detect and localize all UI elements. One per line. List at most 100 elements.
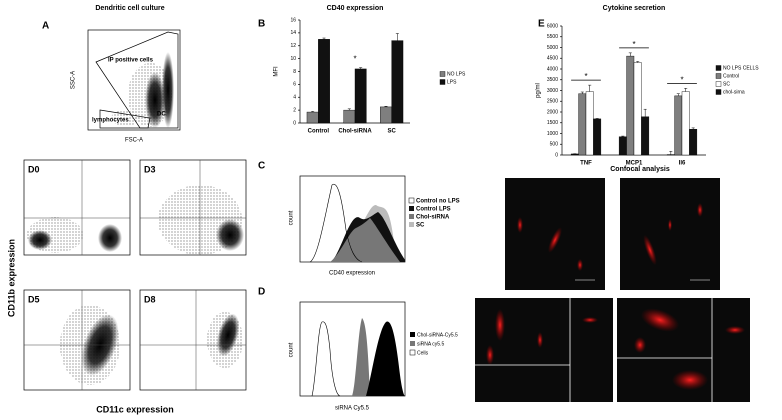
bar [681, 91, 690, 156]
gate-label: lymphocytes [92, 118, 129, 124]
error-bar [621, 135, 625, 137]
signal [697, 203, 703, 217]
legend-swatch [410, 332, 415, 337]
legend-swatch [408, 197, 415, 204]
legend-swatch [409, 222, 414, 227]
gate-label: DC [157, 112, 166, 118]
image [620, 178, 720, 290]
legend-label: Chol-siRNA-Cy5.5 [417, 332, 458, 338]
histogram [309, 183, 363, 263]
error-bar [580, 91, 584, 94]
plot-frame [23, 289, 131, 391]
legend-label: SC [723, 81, 730, 87]
signal [634, 337, 646, 353]
legend-swatch [439, 79, 446, 85]
bar [626, 55, 635, 156]
histogram [311, 321, 341, 397]
dot-density [216, 219, 244, 251]
y-tick-label: 500 [550, 142, 559, 148]
y-tick-label: 6000 [547, 23, 558, 29]
y-tick-label: 2500 [547, 99, 558, 105]
histogram [366, 321, 405, 396]
annotation: * [680, 75, 683, 84]
y-tick-label: 0 [293, 120, 296, 126]
bar [593, 118, 602, 156]
flow-plot: D5 [23, 289, 131, 391]
panel-label: D [258, 287, 265, 298]
y-tick-label: 16 [290, 17, 296, 23]
y-tick-label: 4500 [547, 56, 558, 62]
bar [689, 128, 698, 156]
signal [517, 217, 523, 233]
legend-label: NO LPS [447, 71, 466, 77]
day-label: D5 [28, 294, 40, 304]
y-tick-label: 0 [555, 152, 558, 158]
panel-label: E [538, 19, 545, 30]
error-bar [311, 111, 315, 113]
signal [577, 259, 583, 271]
y-axis-label: count [289, 210, 295, 225]
dot-density [216, 313, 240, 357]
error-bar [643, 108, 647, 117]
bar [380, 106, 392, 124]
y-axis-label: MFI [274, 66, 280, 77]
y-tick-label: 14 [290, 30, 296, 36]
panel-label: C [258, 161, 265, 172]
bar [641, 116, 650, 156]
legend: Chol-siRNA-Cy5.5 siRNA cy5.5 Cells [409, 332, 458, 356]
bar [354, 68, 367, 124]
x-tick-label: MCP1 [626, 161, 643, 167]
plot-frame [87, 29, 181, 131]
legend-swatch [410, 341, 415, 346]
signal [672, 370, 708, 390]
dot-density [162, 52, 174, 128]
error-bar [359, 67, 363, 69]
legend-label: siRNA cy5.5 [417, 341, 444, 347]
error-bar [347, 108, 351, 111]
legend-label: SC [416, 223, 425, 229]
bar [570, 153, 579, 156]
confocal-image [505, 178, 605, 290]
confocal-image [620, 178, 720, 290]
error-bar [684, 88, 688, 92]
signal [725, 326, 745, 334]
day-label: D3 [144, 164, 156, 174]
chart-title: Cytokine secretion [603, 5, 666, 12]
legend-swatch [715, 89, 722, 95]
error-bar [588, 84, 592, 92]
panel-label: A [42, 21, 49, 32]
x-tick-label: TNF [580, 161, 592, 167]
annotation: * [584, 72, 587, 81]
error-bar [676, 93, 680, 96]
x-tick-label: SC [387, 129, 396, 135]
day-label: D8 [144, 294, 156, 304]
error-bar [384, 106, 388, 107]
image [475, 298, 613, 402]
legend-label: Control LPS [416, 207, 451, 213]
y-tick-label: 10 [290, 56, 296, 62]
error-bar [669, 151, 673, 155]
signal [537, 332, 543, 348]
panel-label: B [258, 19, 265, 30]
y-tick-label: 4000 [547, 66, 558, 72]
y-tick-label: 2000 [547, 109, 558, 115]
histogram [330, 218, 400, 262]
dot-density [98, 224, 122, 252]
bar [318, 39, 330, 124]
gate-label: IP positive cells [108, 58, 154, 64]
panel-title: Dendritic cell culture [95, 5, 164, 12]
gate [95, 31, 179, 129]
legend-label: NO LPS CELLS [723, 65, 759, 71]
x-tick-label: Control [308, 129, 330, 135]
error-bar [691, 127, 695, 130]
confocal-image [475, 298, 613, 402]
y-axis-label: CD11b expression [6, 239, 16, 317]
annotation: * [353, 55, 356, 64]
signal [486, 345, 494, 365]
bar [578, 93, 587, 156]
legend-label: Control [723, 73, 739, 79]
x-tick-label: Il6 [679, 161, 686, 167]
signal [495, 309, 505, 341]
y-tick-label: 4 [293, 95, 296, 101]
legend-swatch [409, 349, 416, 356]
